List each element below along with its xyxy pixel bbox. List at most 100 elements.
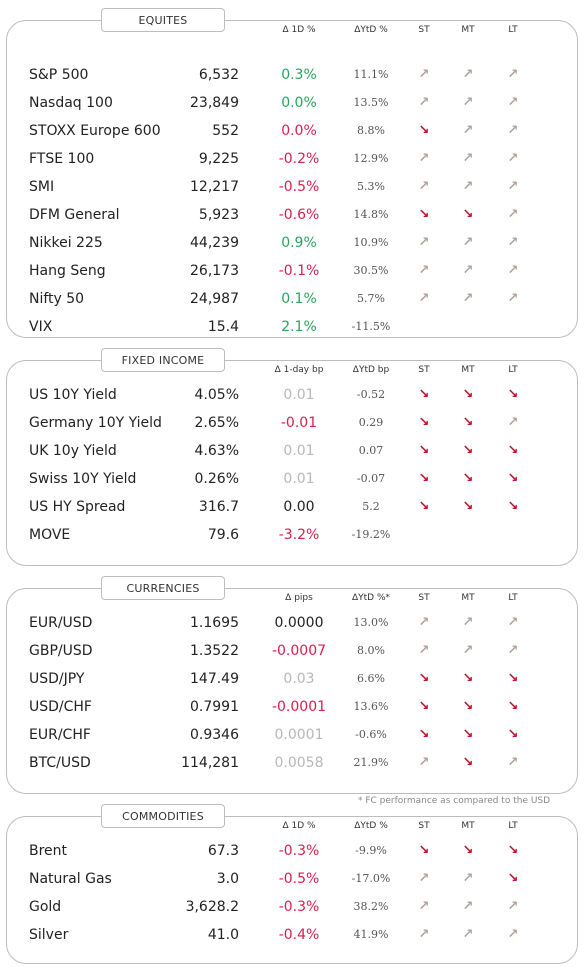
- arrow-down-right-icon: ↘: [462, 671, 474, 686]
- arrow-down-right-icon: ↘: [462, 699, 474, 714]
- instrument-value: 6,532: [198, 67, 239, 83]
- ytd-change: 38.2%: [353, 900, 389, 913]
- arrow-down-right-icon: ↘: [507, 671, 519, 686]
- instrument-value: 0.7991: [190, 699, 239, 715]
- panel-commodities: COMMODITIES Δ 1D % ΔYtD % ST MT LT Brent 67.3 -0…: [6, 804, 578, 964]
- daily-change: -0.3%: [278, 899, 320, 915]
- ytd-change: -0.07: [356, 472, 386, 485]
- instrument-name: Germany 10Y Yield: [29, 415, 162, 431]
- arrow-down-right-icon: ↘: [507, 443, 519, 458]
- arrow-up-right-icon: ↗: [507, 927, 519, 942]
- instrument-name: EUR/CHF: [29, 727, 91, 743]
- section-tab-commodities[interactable]: COMMODITIES: [101, 804, 225, 828]
- section-tab-equities[interactable]: EQUITES: [101, 8, 225, 32]
- arrow-up-right-icon: ↗: [507, 263, 519, 278]
- arrow-up-right-icon: ↗: [418, 643, 430, 658]
- ytd-change: 10.9%: [353, 236, 389, 249]
- instrument-name: Silver: [29, 927, 69, 943]
- table-row: S&P 500 6,532 0.3% 11.1% ↗ ↗ ↗: [7, 61, 577, 89]
- arrow-down-right-icon: ↘: [462, 471, 474, 486]
- arrow-up-right-icon: ↗: [462, 643, 474, 658]
- column-header-d1: Δ pips: [285, 593, 313, 603]
- instrument-value: 12,217: [190, 179, 239, 195]
- daily-change: -0.2%: [278, 151, 320, 167]
- arrow-down-right-icon: ↘: [462, 755, 474, 770]
- instrument-value: 0.26%: [194, 471, 239, 487]
- arrow-down-right-icon: ↘: [418, 727, 430, 742]
- instrument-value: 552: [212, 123, 239, 139]
- instrument-value: 316.7: [198, 499, 239, 515]
- arrow-up-right-icon: ↗: [507, 755, 519, 770]
- arrow-down-right-icon: ↘: [462, 727, 474, 742]
- arrow-up-right-icon: ↗: [507, 899, 519, 914]
- column-header-lt: LT: [508, 25, 518, 35]
- arrow-up-right-icon: ↗: [418, 927, 430, 942]
- instrument-value: 67.3: [207, 843, 239, 859]
- ytd-change: 11.1%: [353, 68, 389, 81]
- table-row: Silver 41.0 -0.4% 41.9% ↗ ↗ ↗: [7, 921, 577, 949]
- arrow-up-right-icon: ↗: [507, 151, 519, 166]
- arrow-up-right-icon: ↗: [507, 67, 519, 82]
- ytd-change: 41.9%: [353, 928, 389, 941]
- arrow-up-right-icon: ↗: [462, 95, 474, 110]
- daily-change: 0.03: [283, 671, 315, 687]
- instrument-value: 26,173: [190, 263, 239, 279]
- ytd-change: -11.5%: [351, 320, 391, 333]
- ytd-change: -17.0%: [351, 872, 391, 885]
- arrow-up-right-icon: ↗: [418, 67, 430, 82]
- arrow-down-right-icon: ↘: [462, 207, 474, 222]
- daily-change: 0.1%: [281, 291, 317, 307]
- arrow-up-right-icon: ↗: [462, 67, 474, 82]
- instrument-value: 3.0: [216, 871, 239, 887]
- instrument-name: EUR/USD: [29, 615, 93, 631]
- arrow-down-right-icon: ↘: [418, 699, 430, 714]
- section-tab-currencies[interactable]: CURRENCIES: [101, 576, 225, 600]
- arrow-up-right-icon: ↗: [462, 871, 474, 886]
- arrow-up-right-icon: ↗: [507, 615, 519, 630]
- arrow-down-right-icon: ↘: [507, 871, 519, 886]
- instrument-name: FTSE 100: [29, 151, 95, 167]
- panel-currencies: CURRENCIES Δ pips ΔYtD %* ST MT LT EUR/USD 1.16…: [6, 576, 578, 794]
- ytd-change: 0.29: [358, 416, 384, 429]
- table-row: Swiss 10Y Yield 0.26% 0.01 -0.07 ↘ ↘ ↘: [7, 465, 577, 493]
- daily-change: 2.1%: [281, 319, 317, 335]
- ytd-change: -9.9%: [355, 844, 387, 857]
- arrow-up-right-icon: ↗: [462, 235, 474, 250]
- arrow-up-right-icon: ↗: [507, 179, 519, 194]
- table-row: US 10Y Yield 4.05% 0.01 -0.52 ↘ ↘ ↘: [7, 381, 577, 409]
- column-header-mt: MT: [461, 821, 475, 831]
- section-tab-fixed-income[interactable]: FIXED INCOME: [101, 348, 225, 372]
- instrument-name: Nasdaq 100: [29, 95, 113, 111]
- instrument-value: 3,628.2: [185, 899, 239, 915]
- arrow-up-right-icon: ↗: [507, 643, 519, 658]
- daily-change: -0.01: [280, 415, 318, 431]
- instrument-value: 24,987: [190, 291, 239, 307]
- instrument-name: DFM General: [29, 207, 120, 223]
- arrow-up-right-icon: ↗: [418, 871, 430, 886]
- instrument-name: Nifty 50: [29, 291, 85, 307]
- ytd-change: 5.2: [362, 500, 380, 513]
- arrow-up-right-icon: ↗: [507, 235, 519, 250]
- arrow-up-right-icon: ↗: [462, 123, 474, 138]
- instrument-value: 5,923: [198, 207, 239, 223]
- arrow-up-right-icon: ↗: [507, 207, 519, 222]
- instrument-value: 23,849: [190, 95, 239, 111]
- instrument-value: 9,225: [198, 151, 239, 167]
- daily-change: 0.01: [283, 471, 315, 487]
- table-row: Brent 67.3 -0.3% -9.9% ↘ ↘ ↘: [7, 837, 577, 865]
- daily-change: -3.2%: [278, 527, 320, 543]
- ytd-change: 6.6%: [357, 672, 385, 685]
- table-row: MOVE 79.6 -3.2% -19.2%: [7, 521, 577, 549]
- daily-change: 0.0001: [274, 727, 324, 743]
- daily-change: 0.3%: [281, 67, 317, 83]
- arrow-up-right-icon: ↗: [418, 291, 430, 306]
- column-header-st: ST: [418, 821, 430, 831]
- instrument-name: USD/CHF: [29, 699, 92, 715]
- daily-change: -0.1%: [278, 263, 320, 279]
- daily-change: -0.3%: [278, 843, 320, 859]
- ytd-change: 5.3%: [357, 180, 385, 193]
- arrow-up-right-icon: ↗: [462, 291, 474, 306]
- arrow-down-right-icon: ↘: [462, 499, 474, 514]
- table-row: Gold 3,628.2 -0.3% 38.2% ↗ ↗ ↗: [7, 893, 577, 921]
- ytd-change: -0.52: [356, 388, 386, 401]
